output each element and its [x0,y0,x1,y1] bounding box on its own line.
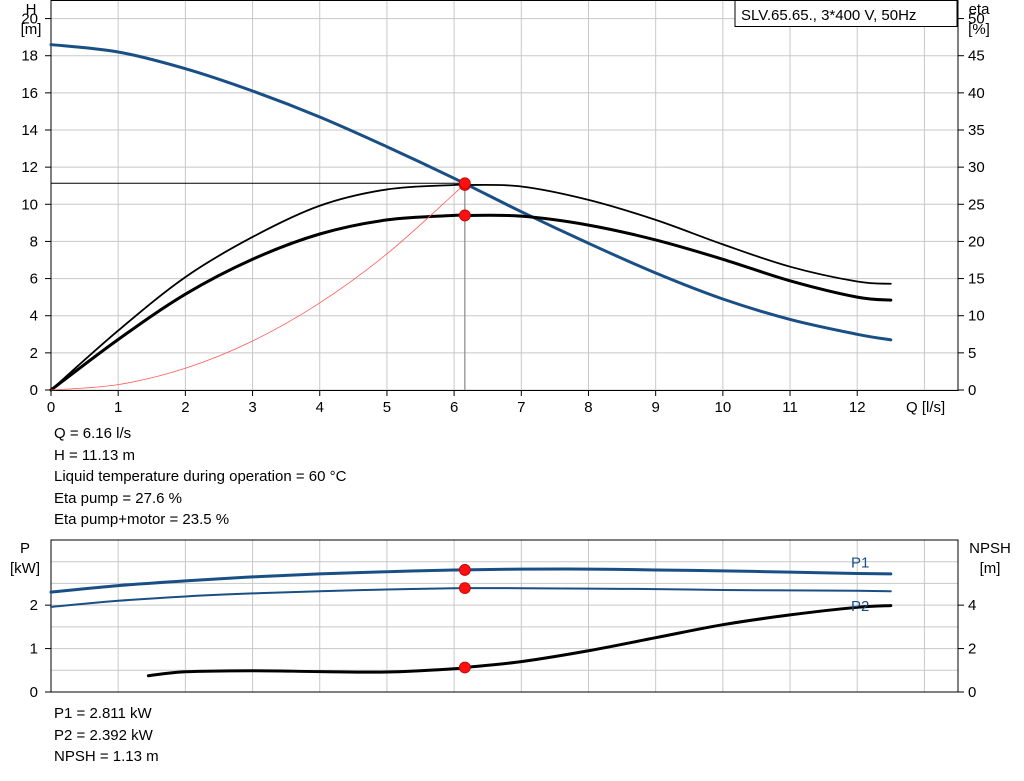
y-left-tick-label: 8 [30,233,38,250]
p-axis-unit: [kW] [10,560,40,577]
x-tick-label: 4 [316,399,324,416]
y-left-tick-label: 16 [21,85,38,102]
p-left-tick-label: 2 [30,597,38,614]
top-chart-frame [50,0,959,391]
npsh-axis-unit: [m] [980,560,1001,577]
info-npsh: NPSH = 1.13 m [54,748,159,765]
x-tick-label: 10 [715,399,732,416]
x-axis-label: Q [l/s] [906,399,945,416]
x-tick-label: 1 [114,399,122,416]
y-right-tick-label: 35 [968,122,985,139]
y-right-tick-label: 30 [968,159,985,176]
x-tick-label: 12 [849,399,866,416]
x-tick-label: 11 [782,399,798,416]
y-left-tick-label: 14 [21,122,38,139]
y-left-tick-label: 18 [21,48,38,65]
y-right-tick-label: 25 [968,196,985,213]
p2-series-label: P2 [851,598,869,615]
info-head: H = 11.13 m [54,446,136,464]
y-left-tick-label: 6 [30,271,38,288]
info-flow: Q = 6.16 l/s [54,425,132,442]
npsh-curve [146,604,893,678]
npsh-right-tick-label: 4 [968,597,976,614]
y-left-tick-label: 12 [21,159,38,176]
y-left-tick-label: 0 [30,382,38,399]
x-tick-label: 8 [584,399,592,416]
y-right-tick-label: 20 [968,233,985,250]
y-right-axis-name: eta [969,1,991,18]
p-axis-name: P [20,540,30,557]
x-tick-label: 2 [181,399,189,416]
x-tick-label: 3 [248,399,256,416]
y-left-axis-unit: [m] [21,21,42,38]
y-right-tick-label: 45 [968,48,985,65]
p2-curve [50,587,892,608]
y-right-axis-unit: [%] [968,21,990,38]
duty-point-eta-motor-marker [458,209,471,222]
duty-point-p2-marker [458,582,471,595]
npsh-right-tick-label: 2 [968,641,976,658]
y-right-tick-label: 10 [968,308,985,325]
duty-point-info-bottom: P1 = 2.811 kW P2 = 2.392 kW NPSH = 1.13 … [54,703,159,768]
x-tick-label: 6 [450,399,458,416]
duty-point-npsh-marker [458,661,471,674]
bottom-chart-frame [50,539,959,693]
x-tick-label: 7 [517,399,525,416]
chart-title-box [734,0,958,27]
x-tick-label: 9 [651,399,659,416]
x-tick-label: 5 [383,399,391,416]
npsh-axis-name: NPSH [969,540,1011,557]
duty-point-info-top: Q = 6.16 l/s H = 11.13 m Liquid temperat… [54,423,346,531]
y-right-tick-label: 5 [968,345,976,362]
p-left-tick-label: 0 [30,684,38,701]
y-left-axis-name: H [26,1,37,18]
p1-series-label: P1 [851,554,869,571]
y-right-tick-label: 40 [968,85,985,102]
duty-point-head-marker [458,177,471,190]
npsh-right-tick-label: 0 [968,684,976,701]
head-curve [49,43,893,342]
y-right-tick-label: 0 [968,382,976,399]
info-eta-pump-motor: Eta pump+motor = 23.5 % [54,511,230,528]
x-tick-label: 0 [47,399,55,416]
info-p2: P2 = 2.392 kW [54,726,153,744]
y-left-tick-label: 10 [21,196,38,213]
system-curve-curve [50,182,466,391]
chart-title: SLV.65.65., 3*400 V, 50Hz [741,7,916,24]
y-left-tick-label: 2 [30,345,38,362]
duty-point-p1-marker [458,564,471,576]
info-eta-pump: Eta pump = 27.6 % [54,489,182,507]
y-left-tick-label: 4 [30,308,38,325]
info-p1: P1 = 2.811 kW [54,705,152,722]
p-left-tick-label: 1 [30,641,38,658]
info-liquid-temperature: Liquid temperature during operation = 60… [54,468,347,485]
y-right-tick-label: 50 [968,11,985,28]
y-left-tick-label: 20 [21,11,38,28]
y-right-tick-label: 15 [968,271,985,288]
